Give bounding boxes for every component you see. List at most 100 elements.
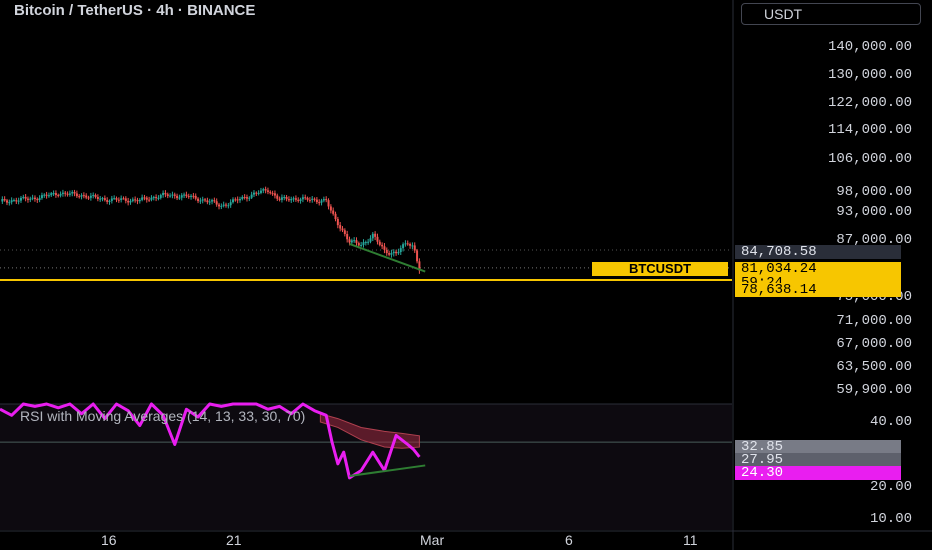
last-price-label: 81,034.24 — [735, 262, 901, 276]
candle-body — [110, 198, 113, 201]
candle-body — [131, 199, 134, 201]
candle-body — [336, 219, 339, 226]
candle-body — [273, 193, 276, 196]
candle-body — [64, 192, 67, 194]
candle-body — [190, 195, 193, 197]
candle-body — [82, 195, 85, 197]
candle-body — [1, 198, 4, 202]
price-tick: 93,000.00 — [836, 204, 912, 220]
candle-body — [315, 199, 318, 203]
candle-body — [75, 193, 78, 197]
candle-body — [178, 197, 181, 199]
candle-body — [276, 195, 279, 199]
price-trendline — [349, 242, 426, 273]
symbol-tag: BTCUSDT — [592, 262, 728, 276]
candle-body — [201, 199, 204, 201]
candle-body — [22, 196, 25, 198]
candle-body — [327, 200, 330, 207]
candle-body — [341, 228, 344, 231]
candle-body — [157, 197, 160, 199]
candle-body — [283, 196, 286, 198]
candle-body — [367, 241, 370, 243]
candle-body — [164, 192, 167, 195]
candle-body — [148, 199, 151, 201]
candle-body — [33, 197, 36, 200]
time-label: Mar — [420, 532, 445, 548]
candle-body — [348, 239, 351, 243]
candle-body — [204, 199, 207, 201]
price-tick: 106,000.00 — [827, 151, 912, 167]
candle-body — [192, 195, 195, 197]
price-tick: 63,500.00 — [836, 359, 912, 375]
candle-body — [409, 244, 412, 246]
candle-body — [399, 248, 402, 253]
candle-body — [278, 198, 281, 200]
candle-body — [308, 199, 311, 201]
candle-body — [390, 253, 393, 255]
price-tick: 122,000.00 — [827, 95, 912, 111]
candle-body — [47, 195, 50, 197]
candle-body — [320, 200, 323, 203]
candle-body — [255, 192, 258, 194]
candle-body — [129, 200, 132, 203]
rsi-indicator-title[interactable]: RSI with Moving Averages (14, 13, 33, 30… — [20, 408, 306, 424]
candle-body — [8, 202, 11, 204]
candle-body — [94, 194, 97, 197]
candle-body — [117, 199, 120, 201]
candle-body — [180, 195, 183, 198]
candle-body — [236, 199, 239, 201]
candle-body — [378, 241, 381, 245]
candle-body — [362, 242, 365, 245]
candle-body — [369, 238, 372, 242]
time-label: 16 — [101, 532, 117, 548]
time-label: 11 — [683, 532, 698, 548]
candle-body — [285, 196, 288, 200]
candle-body — [332, 210, 335, 214]
price-tick: 67,000.00 — [836, 336, 912, 352]
candle-body — [241, 196, 244, 200]
candle-body — [225, 204, 228, 206]
candle-body — [290, 198, 293, 201]
candle-body — [297, 199, 300, 201]
candle-body — [194, 195, 197, 199]
price-tick: 130,000.00 — [827, 67, 912, 83]
price-tick: 98,000.00 — [836, 184, 912, 200]
candle-body — [78, 196, 81, 198]
candle-body — [199, 200, 202, 202]
candle-body — [187, 196, 190, 198]
candle-body — [173, 194, 176, 196]
currency-selector[interactable]: USDT — [741, 3, 921, 25]
price-tick: 140,000.00 — [827, 39, 912, 55]
candle-body — [5, 200, 8, 203]
candle-body — [299, 199, 302, 201]
candle-body — [325, 199, 328, 201]
candle-body — [364, 242, 367, 244]
candle-body — [360, 244, 363, 246]
rsi-pane-background — [0, 404, 732, 530]
candle-body — [211, 200, 214, 202]
candle-body — [54, 193, 57, 196]
candle-body — [271, 193, 274, 195]
candle-body — [206, 200, 209, 203]
candle-body — [311, 198, 314, 200]
candle-body — [238, 199, 241, 201]
candle-body — [89, 195, 92, 198]
candle-body — [52, 193, 55, 195]
candle-body — [150, 197, 153, 200]
candle-body — [355, 240, 358, 244]
candle-body — [71, 192, 74, 194]
currency-label: USDT — [764, 6, 803, 22]
candle-body — [43, 194, 46, 196]
candle-body — [301, 197, 304, 200]
candle-body — [395, 251, 398, 254]
candle-body — [222, 204, 225, 206]
candle-body — [416, 250, 419, 262]
candle-body — [17, 200, 20, 202]
candle-body — [388, 253, 391, 255]
candle-body — [3, 198, 6, 201]
candle-body — [376, 236, 379, 242]
candle-body — [339, 225, 342, 229]
candle-body — [197, 198, 200, 202]
candle-body — [385, 249, 388, 254]
